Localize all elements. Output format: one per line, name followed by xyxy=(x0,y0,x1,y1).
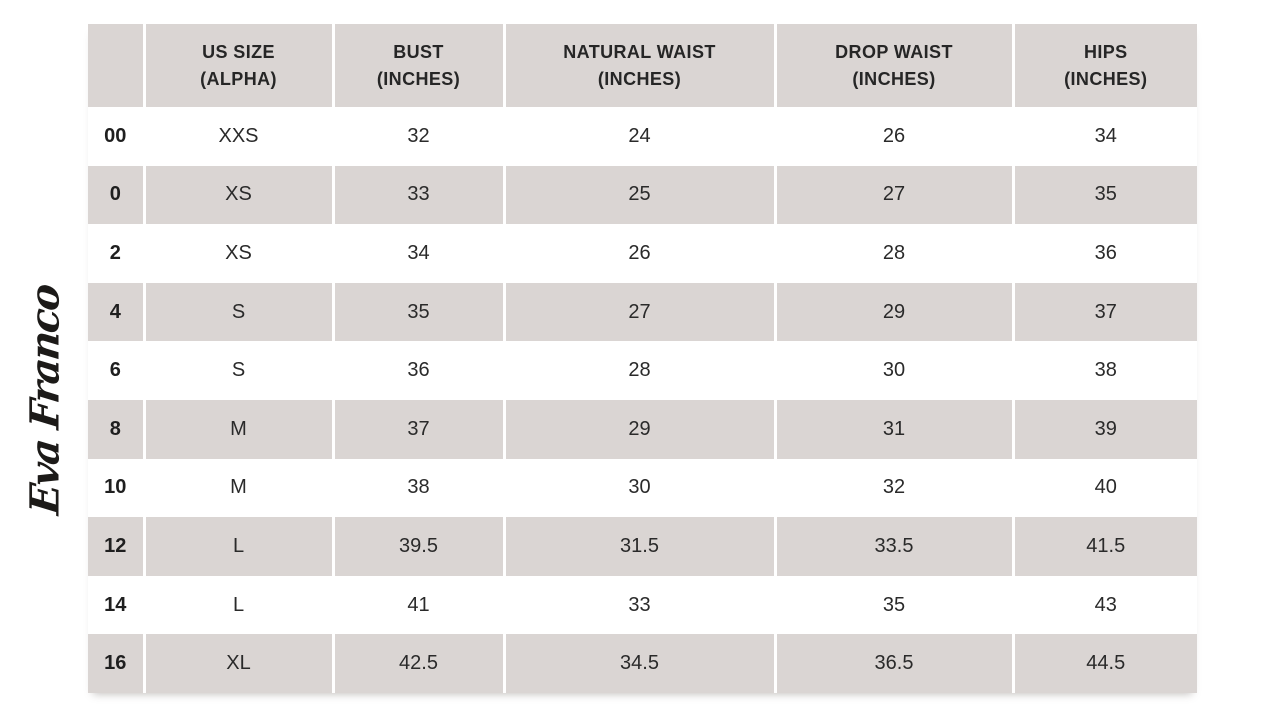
table-row-size-6: 6 S 36 28 30 38 xyxy=(88,341,1197,400)
header-line: US SIZE xyxy=(202,41,275,62)
header-line: BUST xyxy=(393,41,444,62)
cell-bust: 35 xyxy=(331,282,504,342)
cell-bust: 39.5 xyxy=(331,517,504,576)
table-row-size-12: 12 L 39.5 31.5 33.5 41.5 xyxy=(88,517,1197,576)
cell-natural-waist: 29 xyxy=(502,399,775,459)
cell-alpha: XS xyxy=(142,165,333,225)
cell-natural-waist: 28 xyxy=(502,341,775,400)
cell-bust: 42.5 xyxy=(331,634,504,693)
cell-alpha: XL xyxy=(142,634,333,693)
table-row-size-2: 2 XS 34 26 28 36 xyxy=(88,224,1197,283)
cell-alpha: L xyxy=(142,575,333,635)
size-chart-table: US SIZE (ALPHA) BUST (INCHES) NATURAL WA… xyxy=(88,24,1197,693)
cell-drop-waist: 28 xyxy=(773,224,1013,283)
header-line: (INCHES) xyxy=(1064,68,1148,89)
cell-natural-waist: 26 xyxy=(502,224,775,283)
table-row-size-0: 0 XS 33 25 27 35 xyxy=(88,165,1197,225)
cell-drop-waist: 35 xyxy=(773,575,1013,635)
header-line: HIPS xyxy=(1083,41,1128,62)
cell-drop-waist: 36.5 xyxy=(773,634,1013,693)
cell-bust: 41 xyxy=(331,575,504,635)
header-line: NATURAL WAIST xyxy=(563,41,716,62)
cell-hips: 43 xyxy=(1011,575,1197,635)
header-cell-empty xyxy=(88,24,144,107)
cell-natural-waist: 34.5 xyxy=(502,634,775,693)
cell-bust: 38 xyxy=(331,458,504,518)
header-cell-drop-waist: DROP WAIST (INCHES) xyxy=(773,24,1013,107)
cell-hips: 36 xyxy=(1011,224,1197,283)
header-cell-bust: BUST (INCHES) xyxy=(331,24,504,107)
cell-drop-waist: 30 xyxy=(773,341,1013,400)
header-line: DROP WAIST xyxy=(835,41,953,62)
brand-logo: Eva Franco xyxy=(22,283,69,516)
header-line: (INCHES) xyxy=(852,68,936,89)
brand-logo-text: Eva Franco xyxy=(21,283,69,517)
cell-alpha: M xyxy=(142,399,333,459)
cell-size: 2 xyxy=(88,224,144,283)
cell-hips: 37 xyxy=(1011,282,1197,342)
header-line: (ALPHA) xyxy=(200,68,277,89)
cell-natural-waist: 27 xyxy=(502,282,775,342)
cell-alpha: XXS xyxy=(142,107,333,166)
table-row-size-16: 16 XL 42.5 34.5 36.5 44.5 xyxy=(88,634,1197,693)
cell-hips: 34 xyxy=(1011,107,1197,166)
cell-alpha: S xyxy=(142,341,333,400)
cell-bust: 36 xyxy=(331,341,504,400)
cell-hips: 44.5 xyxy=(1011,634,1197,693)
cell-hips: 39 xyxy=(1011,399,1197,459)
cell-size: 0 xyxy=(88,165,144,225)
table-row-size-10: 10 M 38 30 32 40 xyxy=(88,458,1197,518)
table-row-size-00: 00 XXS 32 24 26 34 xyxy=(88,107,1197,166)
cell-natural-waist: 33 xyxy=(502,575,775,635)
table-row-size-4: 4 S 35 27 29 37 xyxy=(88,282,1197,342)
cell-alpha: M xyxy=(142,458,333,518)
cell-natural-waist: 24 xyxy=(502,107,775,166)
cell-alpha: S xyxy=(142,282,333,342)
header-line: (INCHES) xyxy=(376,68,461,89)
header-row: US SIZE (ALPHA) BUST (INCHES) NATURAL WA… xyxy=(88,24,1197,107)
cell-bust: 32 xyxy=(331,107,504,166)
table-row-size-8: 8 M 37 29 31 39 xyxy=(88,399,1197,459)
cell-hips: 38 xyxy=(1011,341,1197,400)
cell-size: 16 xyxy=(88,634,144,693)
cell-alpha: L xyxy=(142,517,333,576)
cell-natural-waist: 31.5 xyxy=(502,517,775,576)
cell-drop-waist: 29 xyxy=(773,282,1013,342)
header-line: (INCHES) xyxy=(597,68,682,89)
header-cell-us-size-alpha: US SIZE (ALPHA) xyxy=(142,24,333,107)
cell-bust: 34 xyxy=(331,224,504,283)
cell-size: 8 xyxy=(88,399,144,459)
cell-size: 4 xyxy=(88,282,144,342)
cell-bust: 37 xyxy=(331,399,504,459)
cell-alpha: XS xyxy=(142,224,333,283)
cell-drop-waist: 33.5 xyxy=(773,517,1013,576)
cell-drop-waist: 32 xyxy=(773,458,1013,518)
table-row-size-14: 14 L 41 33 35 43 xyxy=(88,575,1197,635)
cell-size: 10 xyxy=(88,458,144,518)
cell-size: 14 xyxy=(88,575,144,635)
cell-drop-waist: 26 xyxy=(773,107,1013,166)
cell-natural-waist: 30 xyxy=(502,458,775,518)
cell-hips: 41.5 xyxy=(1011,517,1197,576)
cell-size: 12 xyxy=(88,517,144,576)
header-cell-hips: HIPS (INCHES) xyxy=(1011,24,1197,107)
cell-drop-waist: 31 xyxy=(773,399,1013,459)
cell-size: 6 xyxy=(88,341,144,400)
cell-size: 00 xyxy=(88,107,144,166)
cell-hips: 40 xyxy=(1011,458,1197,518)
cell-natural-waist: 25 xyxy=(502,165,775,225)
cell-hips: 35 xyxy=(1011,165,1197,225)
cell-bust: 33 xyxy=(331,165,504,225)
header-cell-natural-waist: NATURAL WAIST (INCHES) xyxy=(502,24,775,107)
cell-drop-waist: 27 xyxy=(773,165,1013,225)
